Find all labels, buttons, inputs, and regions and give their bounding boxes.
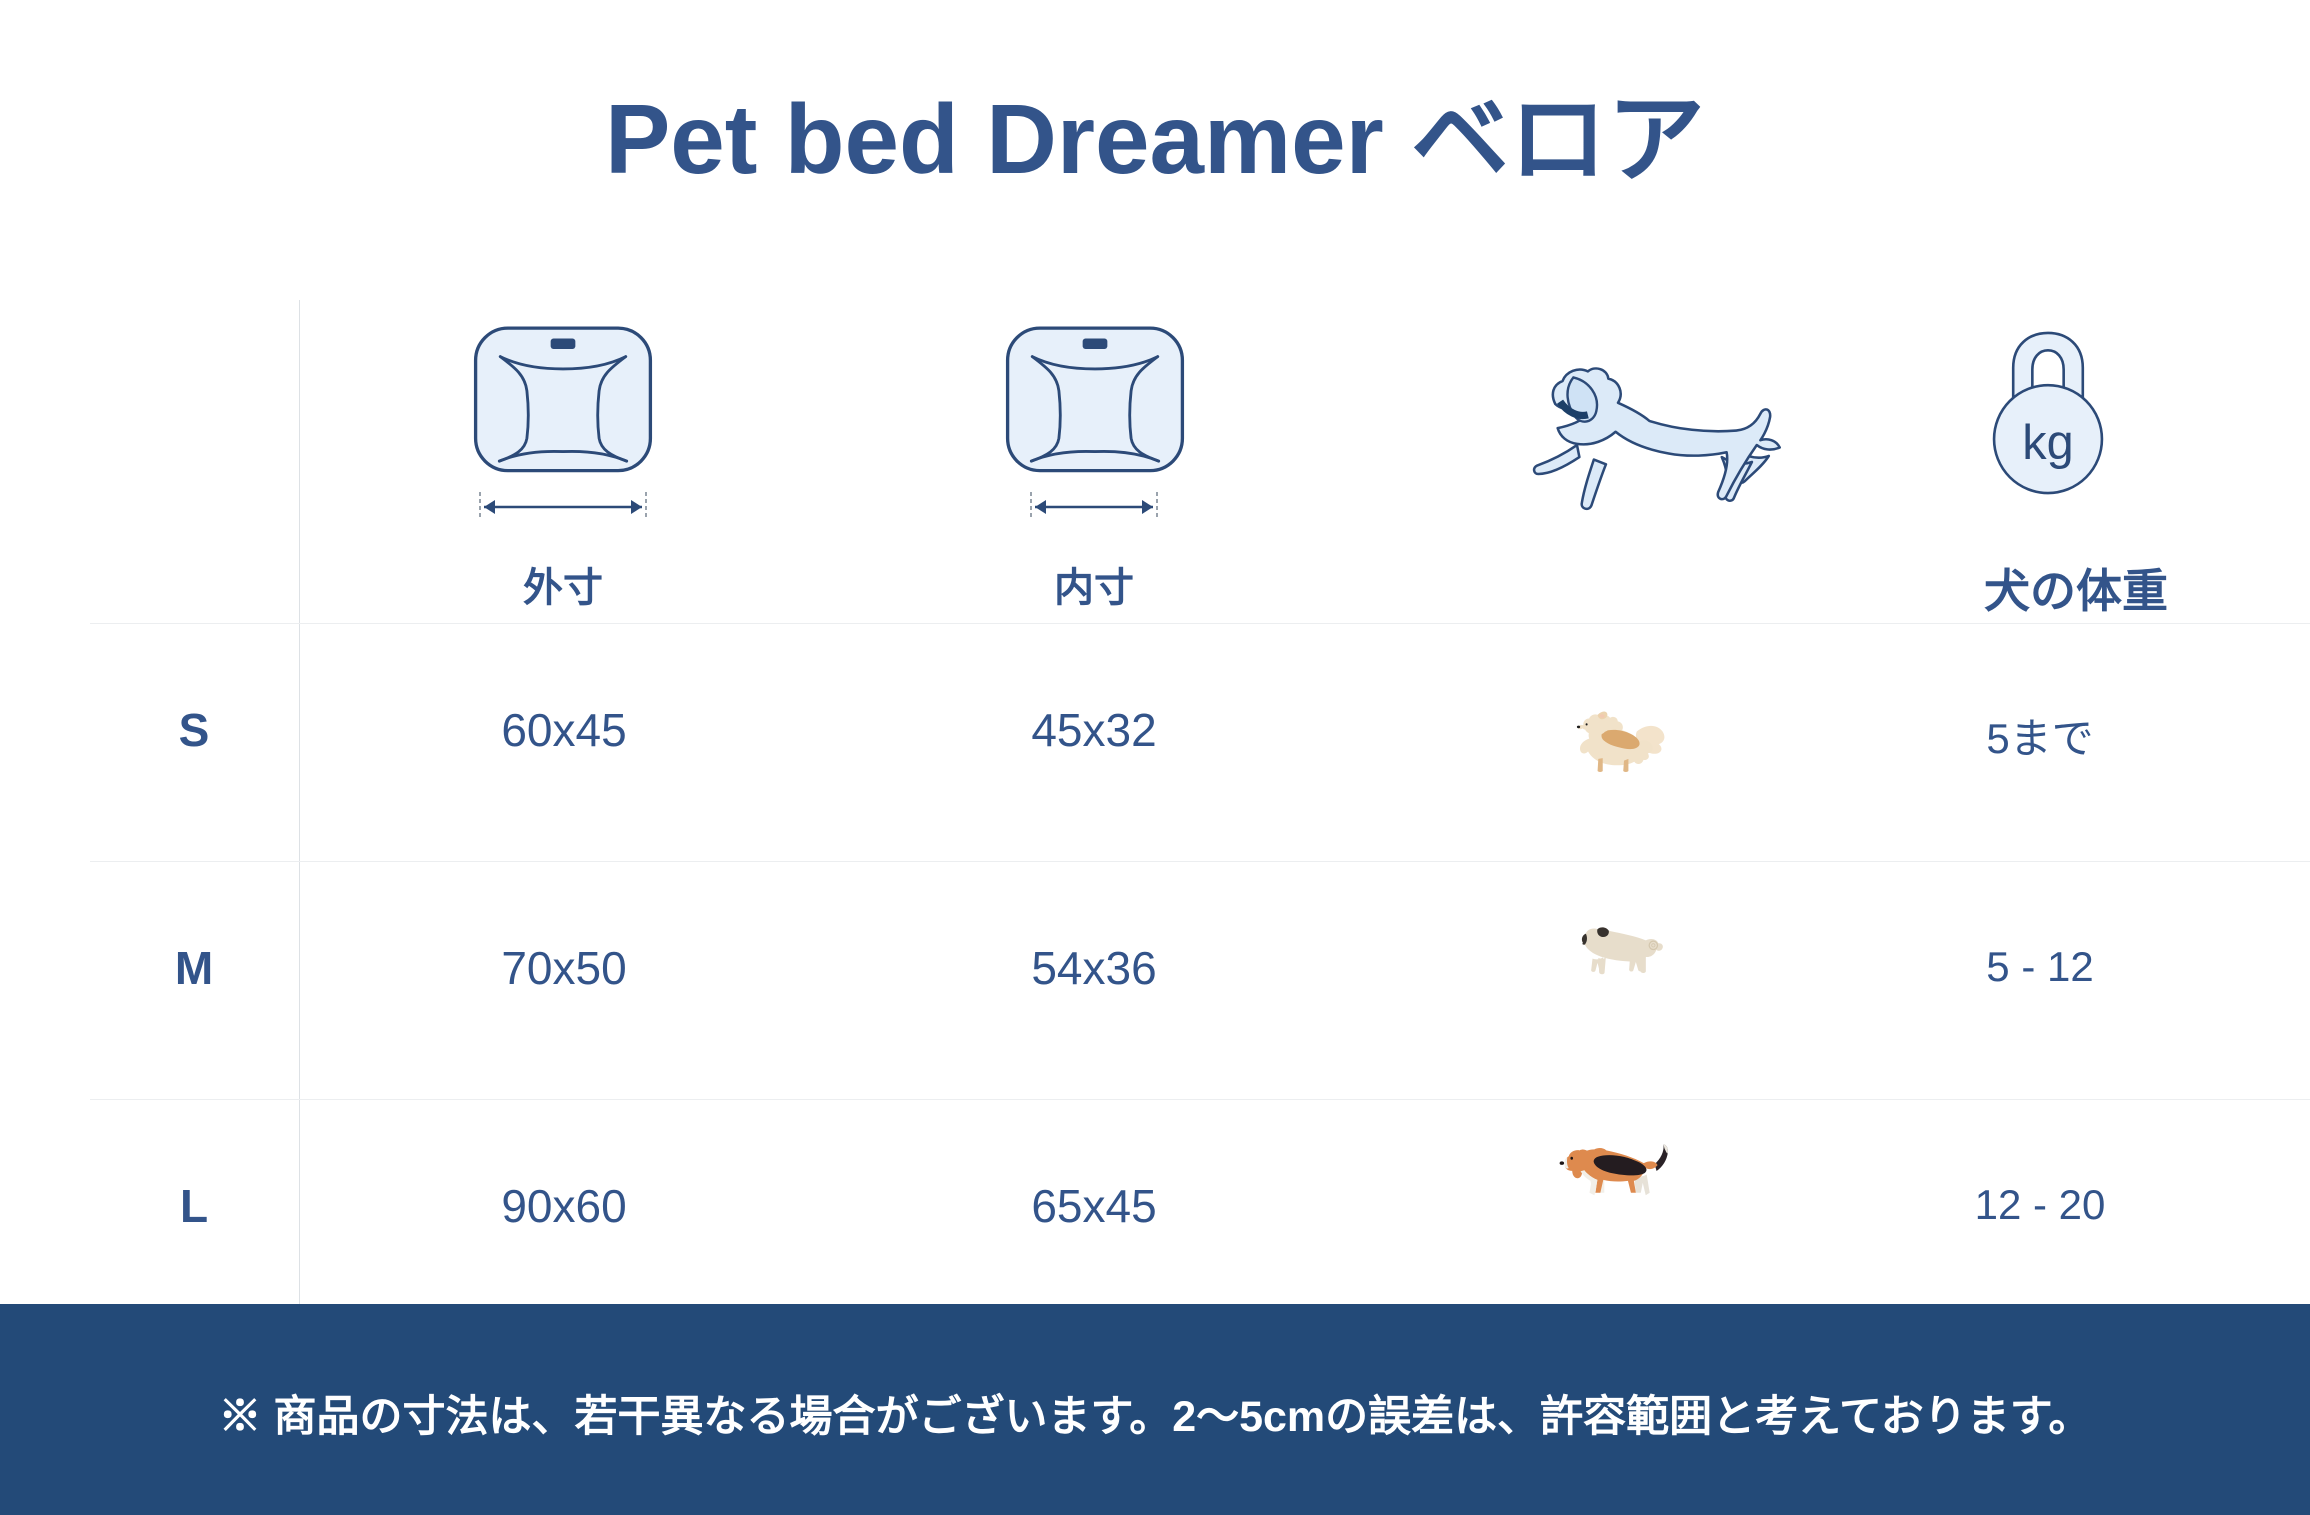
svg-text:kg: kg xyxy=(2022,416,2073,470)
